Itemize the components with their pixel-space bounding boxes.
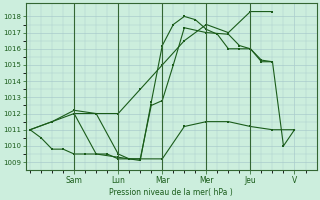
X-axis label: Pression niveau de la mer( hPa ): Pression niveau de la mer( hPa ) (109, 188, 233, 197)
